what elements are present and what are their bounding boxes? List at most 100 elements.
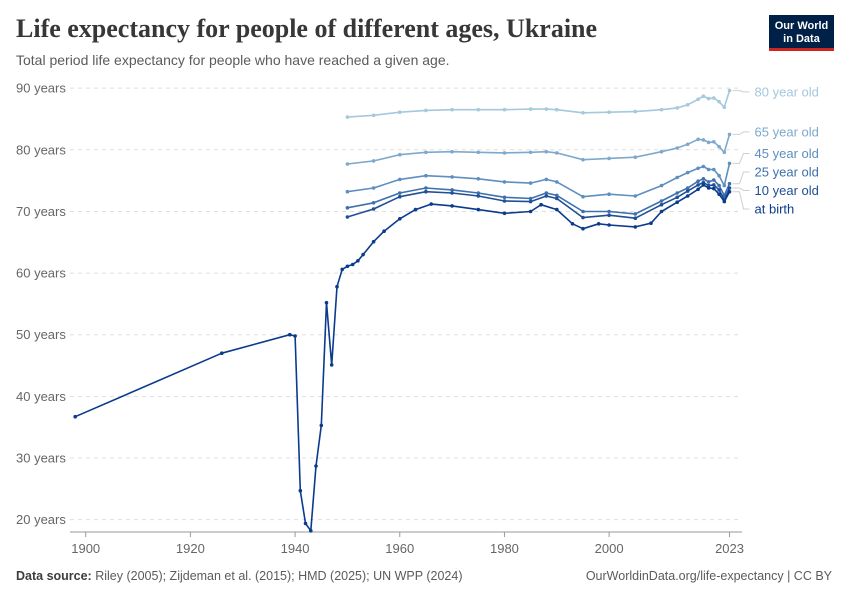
series-label: 45 year old [755,146,819,161]
series-line-5 [74,184,731,532]
data-point [696,137,700,142]
data-point [659,149,664,154]
x-tick-label: 1940 [281,541,310,556]
data-point [717,183,721,188]
data-point [371,186,376,190]
data-point [502,107,507,112]
data-point [712,167,716,172]
data-point [555,180,559,184]
data-point [659,107,664,112]
data-point [324,300,329,305]
data-point [298,488,303,493]
data-point [429,202,434,206]
series-line-0 [347,90,731,118]
series-line-4 [347,181,731,219]
data-point [696,183,700,187]
data-point [220,351,224,356]
x-tick-label: 1980 [490,541,519,556]
data-point [712,140,716,144]
data-point [727,88,732,93]
data-point [555,196,559,201]
data-point [398,110,402,114]
series-label: 25 year old [755,165,819,180]
data-point [701,94,706,98]
data-point [633,194,638,198]
data-point [712,178,716,182]
data-point [633,155,638,159]
y-tick-label: 20 years [16,512,66,527]
data-point [450,204,454,208]
data-point [712,186,716,191]
data-point [607,223,611,227]
data-point [555,193,559,198]
data-point [722,150,727,155]
data-point [675,106,679,110]
data-point [685,142,690,147]
data-point [319,423,324,428]
data-point [502,195,507,200]
series-label: 80 year old [755,84,819,99]
data-point [382,229,386,233]
data-point [528,181,533,185]
data-point [633,212,638,216]
data-point [371,239,376,244]
y-tick-label: 70 years [16,204,66,219]
data-point [675,200,679,204]
data-point [544,194,549,198]
data-point [476,207,481,212]
data-source: Data source: Riley (2005); Zijdeman et a… [16,569,463,583]
data-point [345,162,350,166]
series-label: 10 year old [755,183,819,198]
data-point [581,111,585,115]
data-point [314,464,318,468]
y-tick-label: 80 years [16,142,66,157]
source-url-link[interactable]: OurWorldinData.org/life-expectancy | CC … [585,569,832,583]
x-tick-label: 2023 [715,541,744,556]
data-point [544,107,549,111]
data-point [659,209,664,214]
data-point [717,192,721,196]
data-point [685,170,690,175]
data-point [424,186,428,190]
data-point [476,194,481,198]
data-point [424,108,428,113]
y-tick-label: 90 years [16,81,66,96]
label-connector [732,153,750,164]
x-tick-label: 1960 [385,541,414,556]
data-point [706,140,711,145]
label-layer: 80 year old 65 year old 45 year old 25 year… [732,84,819,216]
y-tick-label: 60 years [16,266,66,281]
page-subtitle: Total period life expectancy for people … [16,52,450,68]
data-point [727,181,732,186]
owid-logo[interactable]: Our World in Data [769,15,834,51]
data-point [581,194,585,199]
data-point [570,222,575,226]
data-point [701,177,706,181]
x-tick-label: 2000 [595,541,624,556]
data-point [607,110,611,114]
data-point [528,199,533,204]
data-point [544,191,549,195]
series-label: at birth [755,201,795,216]
data-point [398,194,402,199]
data-point [361,252,365,257]
data-point [696,166,700,171]
data-point [335,284,339,289]
data-point [413,207,418,212]
label-connector [732,131,750,135]
data-point [371,207,376,211]
data-point [722,199,727,204]
data-point [685,103,690,107]
label-connector [732,187,750,191]
data-point [685,194,690,198]
data-point [528,150,533,155]
data-point [675,146,679,150]
data-point [424,189,428,194]
data-point [450,107,454,112]
data-source-label: Data source: [16,569,92,583]
x-tick-label: 1920 [176,541,205,556]
data-point [345,115,350,119]
data-point [581,215,585,220]
data-point [675,191,679,195]
